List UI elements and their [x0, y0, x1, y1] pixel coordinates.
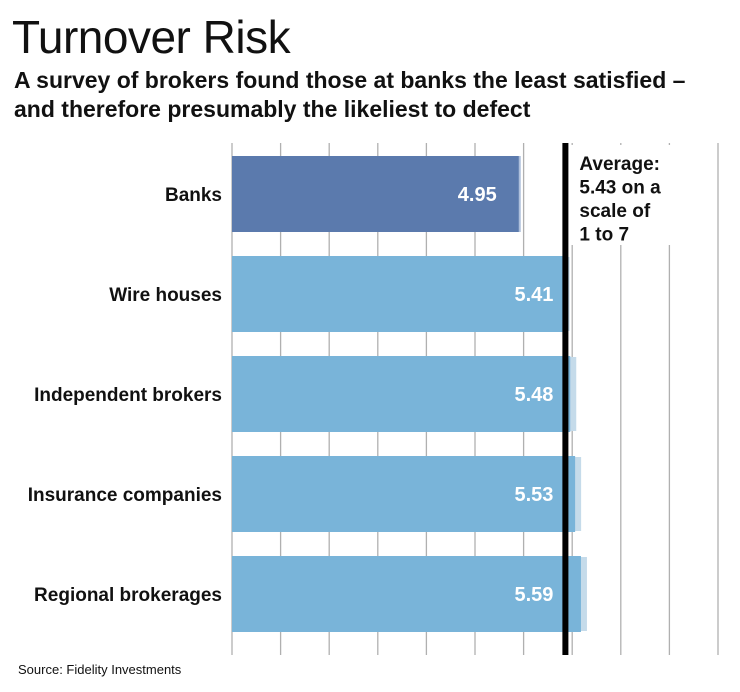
average-label-line: scale of: [579, 201, 650, 222]
bar-chart: 4.95 5.41 5.48 5.53 5.59 Average: 5.43 on asc…: [28, 143, 719, 655]
average-line: [562, 143, 569, 655]
bar-value-label: 5.59: [514, 584, 553, 606]
bar-banks: [232, 156, 519, 232]
bar-wire-houses: [232, 256, 564, 332]
bar-regional-brokerages: [232, 556, 581, 632]
average-label-line: 5.43 on a: [579, 178, 661, 199]
bar-value-label: 5.53: [514, 484, 553, 506]
category-label: Banks: [165, 185, 222, 206]
average-label-line: 1 to 7: [579, 225, 629, 246]
chart-subtitle: A survey of brokers found those at banks…: [14, 67, 686, 122]
bar-independent-brokers: [232, 356, 571, 432]
average-label-line: Average:: [579, 154, 660, 175]
bar-insurance-companies: [232, 456, 576, 532]
bar-value-label: 5.48: [514, 384, 553, 406]
chart-title: Turnover Risk: [12, 11, 291, 63]
category-labels: Banks Wire houses Independent brokers Insur…: [28, 185, 222, 606]
source-note: Source: Fidelity Investments: [18, 662, 182, 677]
average-label-background: [570, 145, 681, 245]
category-label: Wire houses: [109, 285, 222, 306]
category-label: Regional brokerages: [34, 585, 222, 606]
bar-value-label: 4.95: [458, 184, 497, 206]
bar-value-label: 5.41: [514, 284, 553, 306]
category-label: Independent brokers: [34, 385, 222, 406]
bars: 4.95 5.41 5.48 5.53 5.59: [232, 156, 587, 632]
category-label: Insurance companies: [28, 485, 222, 506]
